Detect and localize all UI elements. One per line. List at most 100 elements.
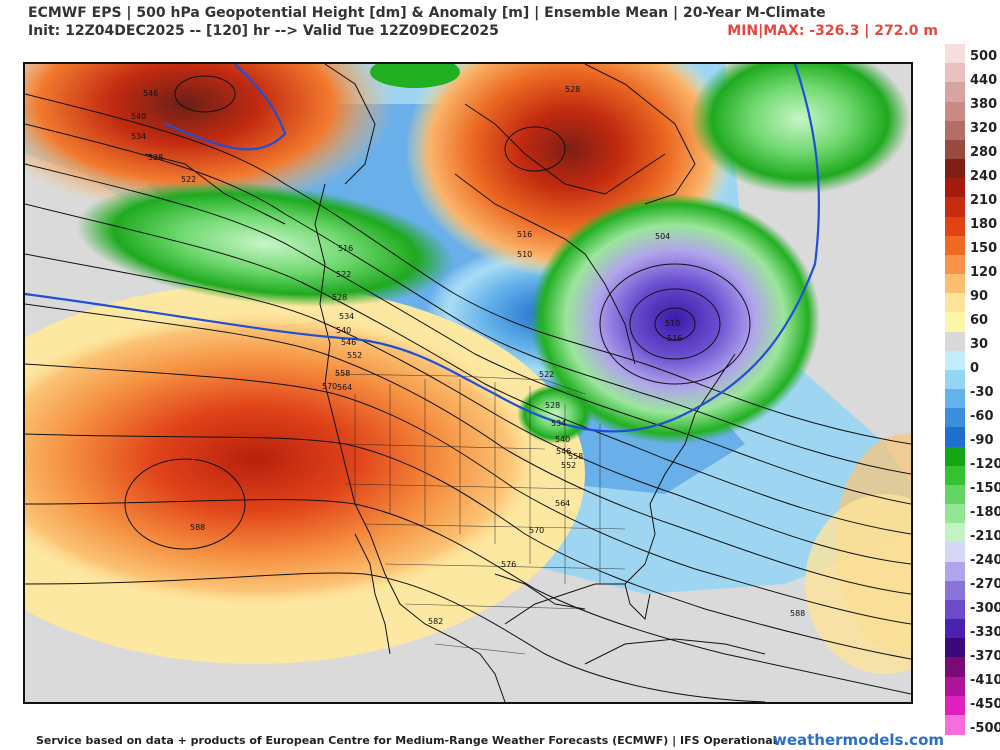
colorbar-swatch: [945, 274, 965, 294]
colorbar-swatch: [945, 159, 965, 179]
colorbar-label: 500: [970, 49, 998, 64]
western-ridge-anomaly: [25, 309, 545, 609]
contour-label: 528: [148, 153, 163, 162]
colorbar-label: -370: [970, 649, 1000, 664]
alaska-warm-anomaly: [25, 64, 395, 214]
colorbar-swatch: [945, 714, 965, 735]
contour-label: 540: [131, 112, 146, 121]
contour-label: 516: [338, 244, 353, 253]
contour-label: 558: [335, 369, 350, 378]
contour-label: 588: [190, 523, 205, 532]
contour-label: 510: [665, 319, 680, 328]
contour-label: 522: [336, 270, 351, 279]
colorbar-swatch: [945, 695, 965, 716]
contour-label: 564: [337, 383, 352, 392]
colorbar-swatch: [945, 44, 965, 64]
colorbar-swatch: [945, 350, 965, 371]
colorbar-label: -330: [970, 625, 1000, 640]
colorbar-swatch: [945, 197, 965, 218]
colorbar-swatch: [945, 504, 965, 524]
colorbar-swatch: [945, 120, 965, 141]
colorbar-label: -240: [970, 553, 1000, 568]
colorbar-label: -30: [970, 385, 994, 400]
contour-label: 540: [555, 435, 570, 444]
north-atlantic-cold-pocket: [690, 64, 910, 194]
colorbar-swatch: [945, 580, 965, 601]
contour-label: 540: [336, 326, 351, 335]
colorbar-label: -180: [970, 505, 1000, 520]
colorbar-label: -90: [970, 433, 994, 448]
colorbar-label: 280: [970, 145, 998, 160]
colorbar-swatch: [945, 599, 965, 620]
contour-label: 528: [332, 293, 347, 302]
nw-canada-cold-band: [75, 181, 455, 307]
colorbar-swatch: [945, 82, 965, 103]
colorbar-swatch: [945, 178, 965, 198]
colorbar-swatch: [945, 542, 965, 563]
colorbar-label: 180: [970, 217, 998, 232]
colorbar-swatch: [945, 465, 965, 486]
anomaly-colorbar: [945, 44, 965, 735]
colorbar-swatch: [945, 101, 965, 122]
contour-label: 510: [517, 250, 532, 259]
colorbar-label: 120: [970, 265, 998, 280]
contour-label: 564: [555, 499, 570, 508]
brand-link[interactable]: weathermodels.com: [772, 731, 944, 749]
colorbar-swatch: [945, 638, 965, 658]
colorbar-label: 150: [970, 241, 998, 256]
map-canvas: 546 540 534 528 522 516 522 528 534 540 …: [25, 64, 911, 702]
contour-label: 552: [347, 351, 362, 360]
colorbar-label: -60: [970, 409, 994, 424]
contour-label: 516: [667, 334, 682, 343]
contour-label: 522: [539, 370, 554, 379]
colorbar-label: 0: [970, 361, 980, 376]
colorbar-swatch: [945, 389, 965, 409]
colorbar-label: -270: [970, 577, 1000, 592]
colorbar-label: 240: [970, 169, 998, 184]
contour-label: 528: [565, 85, 580, 94]
colorbar-label: -410: [970, 673, 1000, 688]
political-borders: [334, 373, 626, 655]
colorbar-label: -450: [970, 697, 1000, 712]
colorbar-swatch: [945, 561, 965, 582]
data-credit: Service based on data + products of Euro…: [36, 734, 777, 747]
colorbar-label: -150: [970, 481, 1000, 496]
colorbar-swatch: [945, 523, 965, 543]
height-contours: [25, 75, 911, 702]
top-green-sliver: [370, 64, 460, 88]
contour-label: 546: [556, 447, 571, 456]
contour-label: 546: [341, 338, 356, 347]
colorbar-swatch: [945, 63, 965, 83]
contour-labels: 546 540 534 528 522 516 522 528 534 540 …: [131, 85, 805, 626]
contour-label: 546: [143, 89, 158, 98]
min-max-readout: MIN|MAX: -326.3 | 272.0 m: [727, 23, 938, 39]
great-lakes-trough-anomaly: [517, 384, 593, 444]
colorbar-label: 60: [970, 313, 989, 328]
colorbar-label: -210: [970, 529, 1000, 544]
contour-540-main: [25, 64, 821, 433]
colorbar-label: -120: [970, 457, 1000, 472]
colorbar-swatch: [945, 408, 965, 428]
contour-label: 528: [545, 401, 560, 410]
colorbar-swatch: [945, 619, 965, 639]
colorbar-swatch: [945, 254, 965, 275]
contour-label: 582: [428, 617, 443, 626]
colorbar-swatch: [945, 446, 965, 467]
contour-label: 558: [568, 452, 583, 461]
colorbar-swatch: [945, 139, 965, 160]
contour-label: 504: [655, 232, 670, 241]
contour-label: 552: [561, 461, 576, 470]
colorbar-label: -300: [970, 601, 1000, 616]
colorbar-swatch: [945, 676, 965, 697]
colorbar-label: 210: [970, 193, 998, 208]
colorbar-label: 90: [970, 289, 989, 304]
forecast-map: 546 540 534 528 522 516 522 528 534 540 …: [23, 62, 913, 704]
contour-label: 534: [131, 132, 146, 141]
colorbar-swatch: [945, 293, 965, 313]
colorbar-swatch: [945, 484, 965, 505]
colorbar-swatch: [945, 427, 965, 448]
quebec-trough-anomaly: [530, 194, 820, 444]
contour-label: 570: [322, 382, 337, 391]
colorbar-swatch: [945, 235, 965, 256]
colorbar-label: 380: [970, 97, 998, 112]
